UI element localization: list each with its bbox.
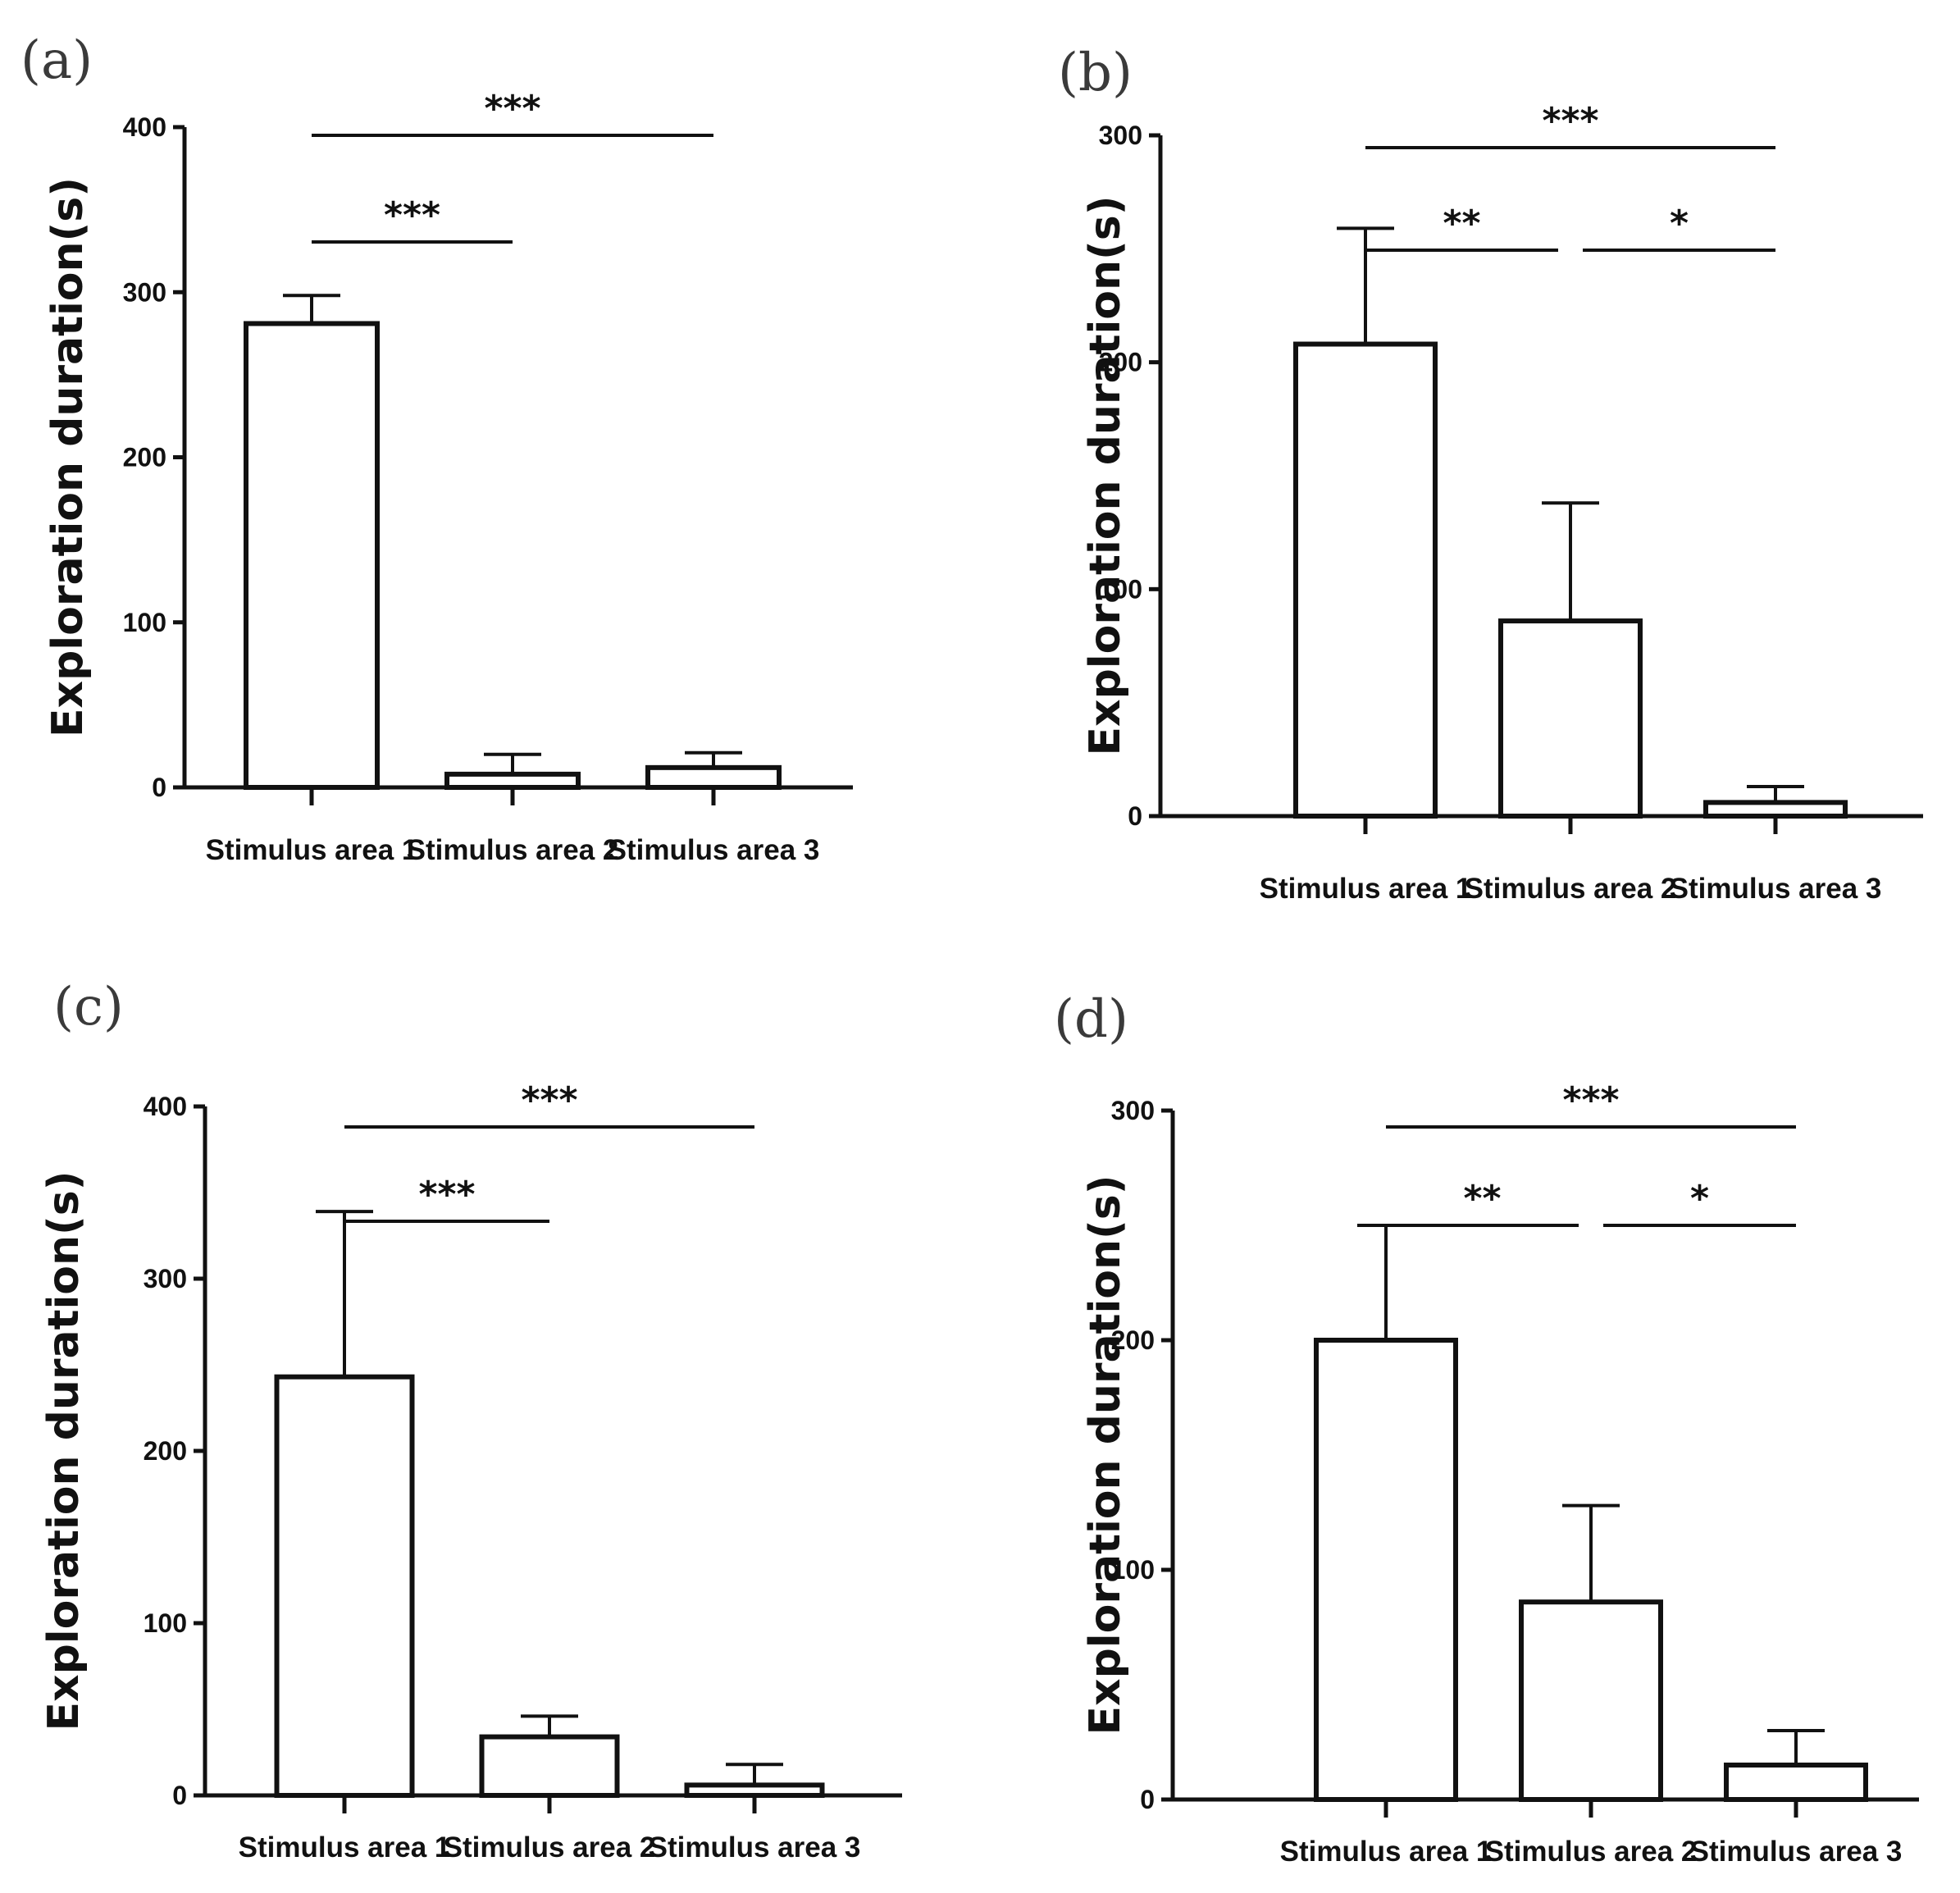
bar <box>444 771 581 791</box>
significance-label: *** <box>1562 1079 1619 1121</box>
bar <box>1724 1763 1868 1802</box>
bar <box>479 1734 620 1798</box>
y-tick-label: 100 <box>123 608 166 637</box>
y-tick-label: 0 <box>152 773 166 802</box>
significance-label: *** <box>384 194 440 236</box>
bar <box>1314 1338 1458 1802</box>
y-tick-label: 200 <box>123 443 166 472</box>
bar <box>645 764 782 790</box>
x-category-label: Stimulus area 2 <box>1485 1836 1698 1868</box>
chart-panel-d: (d) Exploration duration(s) 0 100 200 300 Stim… <box>980 946 1960 1893</box>
y-axis-title: Exploration duration(s) <box>1081 196 1130 756</box>
x-category-label: Stimulus area 2 <box>444 1831 656 1863</box>
chart-panel-a: (a) Exploration duration(s) 0 100 200 300 400 S… <box>0 0 980 946</box>
x-category-label: Stimulus area 3 <box>649 1831 861 1863</box>
y-tick-label: 100 <box>144 1608 187 1638</box>
significance-label: ** <box>1443 203 1480 244</box>
bar <box>244 321 380 790</box>
x-category-label: Stimulus area 1 <box>239 1831 451 1863</box>
y-axis-title: Exploration duration(s) <box>43 177 93 737</box>
bar <box>1498 618 1643 819</box>
panel-label: (a) <box>21 30 93 91</box>
panel-label: (c) <box>53 977 124 1038</box>
x-category-label: Stimulus area 3 <box>1670 873 1882 905</box>
bar <box>1703 800 1848 819</box>
significance-label: * <box>1670 203 1689 244</box>
y-tick-label: 100 <box>1111 1555 1155 1585</box>
y-tick-label: 300 <box>144 1264 187 1293</box>
chart-d-svg: (d) Exploration duration(s) 0 100 200 300 Stim… <box>1054 989 1919 1868</box>
y-tick-label: 0 <box>172 1781 187 1810</box>
x-category-label: Stimulus area 3 <box>608 834 820 866</box>
significance-label: *** <box>418 1174 475 1216</box>
y-tick-label: 200 <box>1111 1325 1155 1355</box>
bar <box>274 1374 415 1798</box>
x-category-label: Stimulus area 1 <box>1280 1836 1493 1868</box>
significance-label: * <box>1690 1178 1709 1220</box>
significance-label: *** <box>1542 100 1598 142</box>
bar <box>684 1782 825 1799</box>
y-tick-label: 400 <box>123 112 166 142</box>
chart-panel-b: (b) Exploration duration(s) 0 100 200 300 Stim… <box>980 0 1960 946</box>
y-tick-label: 100 <box>1099 574 1142 604</box>
significance-label: ** <box>1463 1178 1501 1220</box>
significance-label: *** <box>484 88 540 130</box>
y-axis-title: Exploration duration(s) <box>1081 1175 1130 1736</box>
bar <box>1519 1599 1663 1803</box>
chart-a-svg: (a) Exploration duration(s) 0 100 200 300 400 S… <box>21 30 853 866</box>
significance-label: *** <box>521 1079 577 1121</box>
x-category-label: Stimulus area 1 <box>1260 873 1472 905</box>
x-category-label: Stimulus area 2 <box>1465 873 1677 905</box>
y-tick-label: 300 <box>1099 121 1142 150</box>
y-tick-label: 300 <box>123 277 166 307</box>
x-category-label: Stimulus area 1 <box>206 834 418 866</box>
y-axis-title: Exploration duration(s) <box>39 1171 89 1731</box>
x-category-label: Stimulus area 2 <box>407 834 619 866</box>
panel-label: (d) <box>1054 989 1128 1050</box>
y-tick-label: 0 <box>1128 801 1142 831</box>
y-tick-label: 300 <box>1111 1096 1155 1125</box>
x-category-label: Stimulus area 3 <box>1690 1836 1903 1868</box>
chart-c-svg: (c) Exploration duration(s) 0 100 200 300 400 S… <box>39 977 902 1863</box>
bar <box>1293 341 1438 819</box>
y-tick-label: 400 <box>144 1092 187 1121</box>
panel-label: (b) <box>1058 43 1133 103</box>
y-tick-label: 0 <box>1140 1785 1155 1814</box>
chart-b-svg: (b) Exploration duration(s) 0 100 200 300 Stim… <box>1058 43 1923 905</box>
chart-panel-c: (c) Exploration duration(s) 0 100 200 300 400 S… <box>0 946 980 1893</box>
y-tick-label: 200 <box>144 1436 187 1466</box>
y-tick-label: 200 <box>1099 348 1142 377</box>
